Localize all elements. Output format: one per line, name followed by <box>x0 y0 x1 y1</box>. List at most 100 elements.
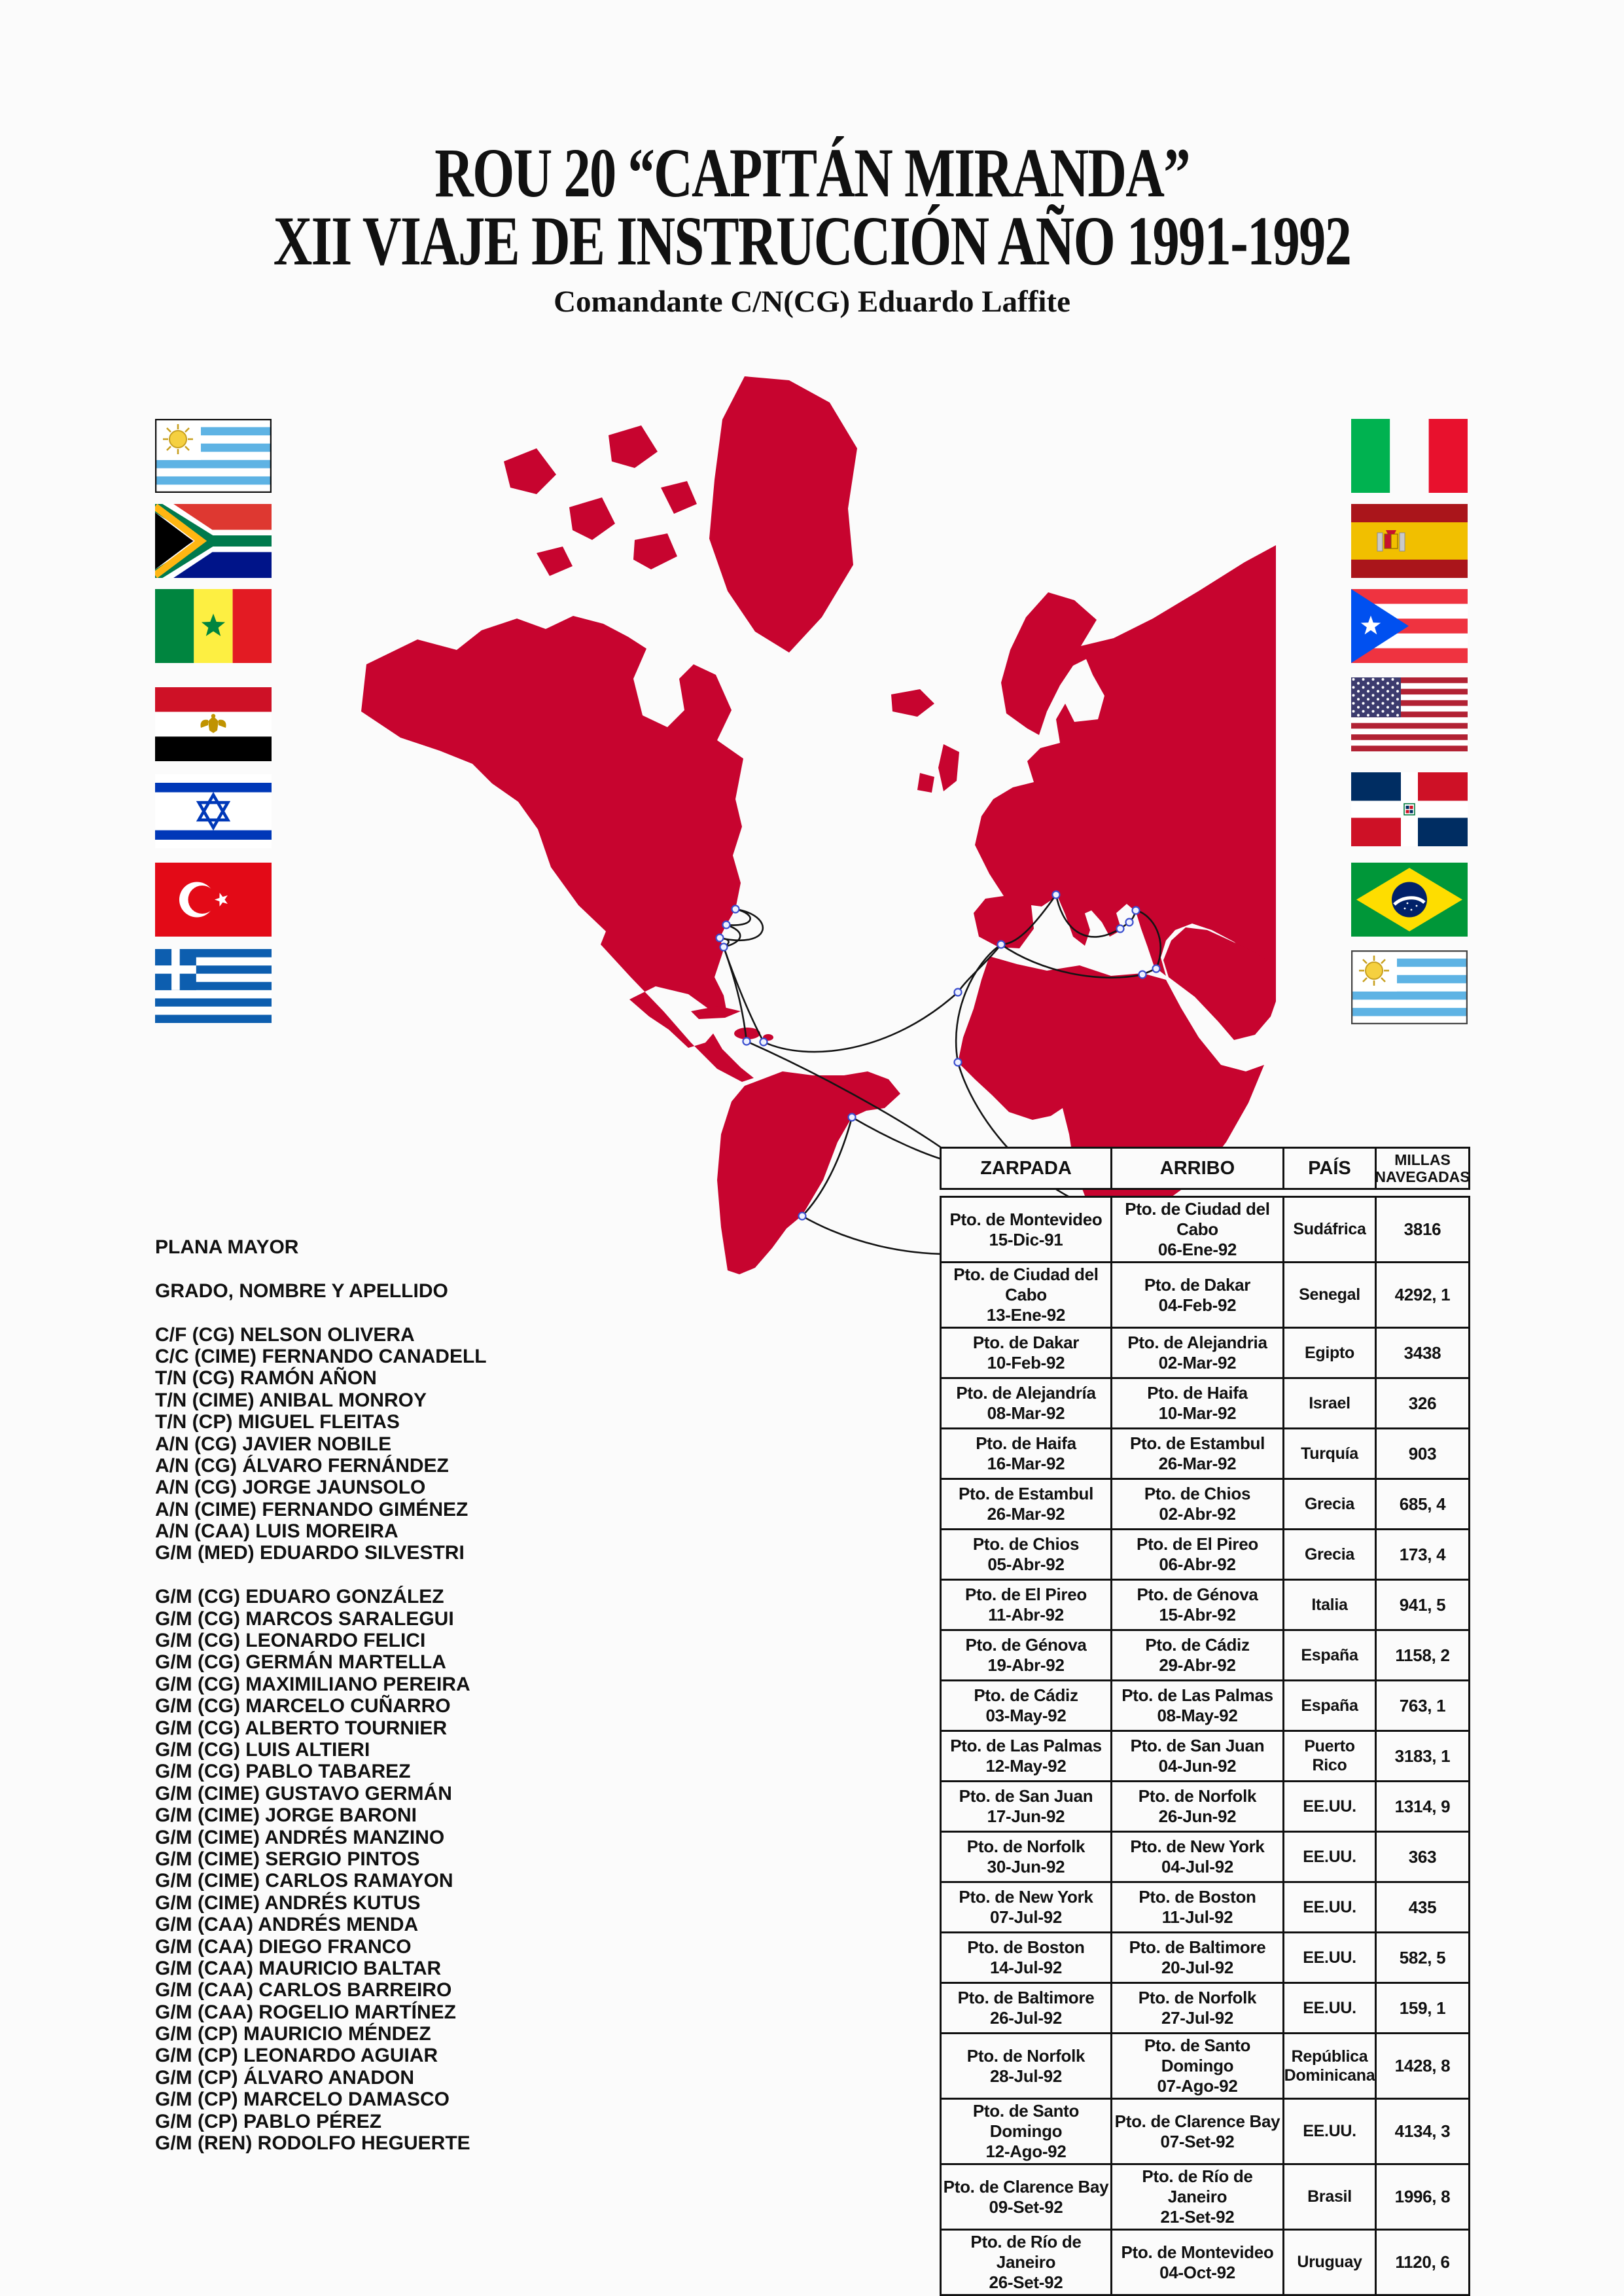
flag-uruguay-icon <box>155 419 272 493</box>
cell-millas: 173, 4 <box>1377 1530 1468 1579</box>
cell-zarpada: Pto. de Santo Domingo 12-Ago-92 <box>942 2100 1110 2163</box>
port-marker <box>742 1037 751 1046</box>
port-marker <box>1131 906 1140 915</box>
port-marker <box>997 940 1006 949</box>
port-marker <box>953 988 962 997</box>
cell-arribo: Pto. de Cádiz 29-Abr-92 <box>1112 1631 1282 1679</box>
crew-line: G/M (CG) GERMÁN MARTELLA <box>155 1651 446 1674</box>
cell-pais: Puerto Rico <box>1284 1732 1375 1780</box>
cell-zarpada: Pto. de Río de Janeiro 26-Set-92 <box>942 2231 1110 2294</box>
crew-line: G/M (CIME) SERGIO PINTOS <box>155 1848 420 1870</box>
crew-line: G/M (CAA) DIEGO FRANCO <box>155 1935 412 1958</box>
crew-line: A/N (CIME) FERNANDO GIMÉNEZ <box>155 1498 468 1520</box>
voyage-table-body: Pto. de Montevideo 15-Dic-91 Pto. de Ciuda… <box>940 1196 1470 2296</box>
flag-south-africa-icon <box>155 504 272 578</box>
cell-arribo: Pto. de Alejandria 02-Mar-92 <box>1112 1329 1282 1377</box>
cell-zarpada: Pto. de Baltimore 26-Jul-92 <box>942 1984 1110 2032</box>
cell-zarpada: Pto. de Estambul 26-Mar-92 <box>942 1480 1110 1528</box>
crew-line: A/N (CG) ÁLVARO FERNÁNDEZ <box>155 1454 449 1477</box>
subtitle-commander: Comandante C/N(CG) Eduardo Laffite <box>554 285 1070 319</box>
crew-line: G/M (CG) MARCELO CUÑARRO <box>155 1695 451 1717</box>
flag-usa-icon <box>1351 677 1468 751</box>
port-marker <box>1051 890 1061 899</box>
cell-pais: Turquía <box>1284 1429 1375 1478</box>
column-header-pais: PAÍS <box>1284 1149 1375 1188</box>
cell-pais: EE.UU. <box>1284 1833 1375 1881</box>
crew-line: G/M (CIME) ANDRÉS KUTUS <box>155 1892 421 1914</box>
crew-line: A/N (CG) JAVIER NOBILE <box>155 1433 392 1455</box>
crew-line: G/M (MED) EDUARDO SILVESTRI <box>155 1542 465 1564</box>
column-header-zarpada: ZARPADA <box>942 1149 1110 1188</box>
cell-arribo: Pto. de Haifa 10-Mar-92 <box>1112 1379 1282 1427</box>
cell-pais: Grecia <box>1284 1530 1375 1579</box>
flag-uruguay-right-icon <box>1351 950 1468 1024</box>
crew-spacer <box>155 1302 574 1323</box>
crew-line: G/M (CP) ÁLVARO ANADON <box>155 2066 415 2089</box>
crew-line: G/M (CG) MARCOS SARALEGUI <box>155 1607 454 1630</box>
cell-zarpada: Pto. de Las Palmas 12-May-92 <box>942 1732 1110 1780</box>
title-line-2: XII VIAJE DE INSTRUCCIÓN AÑO 1991-1992 <box>273 201 1352 280</box>
title-block: ROU 20 “CAPITÁN MIRANDA” XII VIAJE DE IN… <box>0 134 1624 319</box>
cell-arribo: Pto. de San Juan 04-Jun-92 <box>1112 1732 1282 1780</box>
port-marker <box>1138 970 1147 979</box>
port-marker <box>953 1058 962 1067</box>
flag-puerto-rico-icon <box>1351 589 1468 663</box>
map-landmasses <box>361 376 1276 1274</box>
cell-arribo: Pto. de Génova 15-Abr-92 <box>1112 1581 1282 1629</box>
cell-pais: EE.UU. <box>1284 1933 1375 1982</box>
cell-zarpada: Pto. de Boston 14-Jul-92 <box>942 1933 1110 1982</box>
crew-line: G/M (CAA) ROGELIO MARTÍNEZ <box>155 2001 456 2023</box>
cell-pais: Italia <box>1284 1581 1375 1629</box>
crew-line: G/M (CIME) ANDRÉS MANZINO <box>155 1826 445 1848</box>
cell-arribo: Pto. de Baltimore 20-Jul-92 <box>1112 1933 1282 1982</box>
crew-line: G/M (CG) LEONARDO FELICI <box>155 1630 426 1652</box>
cell-zarpada: Pto. de Dakar 10-Feb-92 <box>942 1329 1110 1377</box>
crew-list: PLANA MAYOR GRADO, NOMBRE Y APELLIDO C/F… <box>155 1236 574 2154</box>
cell-pais: República Dominicana <box>1284 2034 1375 2098</box>
cell-zarpada: Pto. de Montevideo 15-Dic-91 <box>942 1198 1110 1261</box>
crew-line: G/M (CG) MAXIMILIANO PEREIRA <box>155 1673 470 1695</box>
cell-zarpada: Pto. de Ciudad del Cabo 13-Ene-92 <box>942 1263 1110 1327</box>
port-marker <box>719 942 728 952</box>
cell-zarpada: Pto. de Haifa 16-Mar-92 <box>942 1429 1110 1478</box>
port-marker <box>847 1113 856 1122</box>
cell-arribo: Pto. de Norfolk 27-Jul-92 <box>1112 1984 1282 2032</box>
cell-zarpada: Pto. de Norfolk 28-Jul-92 <box>942 2034 1110 2098</box>
port-marker <box>722 920 731 929</box>
cell-zarpada: Pto. de Génova 19-Abr-92 <box>942 1631 1110 1679</box>
cell-millas: 3438 <box>1377 1329 1468 1377</box>
crew-line: G/M (CG) ALBERTO TOURNIER <box>155 1717 448 1739</box>
cell-arribo: Pto. de Norfolk 26-Jun-92 <box>1112 1782 1282 1831</box>
cell-millas: 941, 5 <box>1377 1581 1468 1629</box>
crew-line: G/M (CAA) CARLOS BARREIRO <box>155 1979 452 2001</box>
crew-line: G/M (CP) PABLO PÉREZ <box>155 2110 382 2132</box>
crew-line: G/M (CG) PABLO TABAREZ <box>155 1761 411 1783</box>
column-header-arribo: ARRIBO <box>1112 1149 1282 1188</box>
flag-israel-icon <box>155 774 272 848</box>
cell-millas: 763, 1 <box>1377 1681 1468 1730</box>
crew-line: GRADO, NOMBRE Y APELLIDO <box>155 1280 448 1302</box>
cell-arribo: Pto. de Río de Janeiro 21-Set-92 <box>1112 2165 1282 2229</box>
cell-zarpada: Pto. de Alejandría 08-Mar-92 <box>942 1379 1110 1427</box>
cell-zarpada: Pto. de Chios 05-Abr-92 <box>942 1530 1110 1579</box>
crew-spacer <box>155 1564 574 1586</box>
crew-line: G/M (CAA) MAURICIO BALTAR <box>155 1957 442 1979</box>
cell-millas: 159, 1 <box>1377 1984 1468 2032</box>
cell-arribo: Pto. de Montevideo 04-Oct-92 <box>1112 2231 1282 2294</box>
crew-line: G/M (CP) MARCELO DAMASCO <box>155 2089 450 2111</box>
cell-millas: 1996, 8 <box>1377 2165 1468 2229</box>
crew-line: T/N (CP) MIGUEL FLEITAS <box>155 1411 400 1433</box>
crew-line: G/M (CG) EDUARO GONZÁLEZ <box>155 1586 444 1608</box>
flag-dominican-republic-icon <box>1351 772 1468 846</box>
cell-millas: 903 <box>1377 1429 1468 1478</box>
crew-line: PLANA MAYOR <box>155 1236 299 1258</box>
cell-arribo: Pto. de New York 04-Jul-92 <box>1112 1833 1282 1881</box>
flag-italy-icon <box>1351 419 1468 493</box>
cell-zarpada: Pto. de El Pireo 11-Abr-92 <box>942 1581 1110 1629</box>
port-marker <box>715 933 724 942</box>
column-header-millas: MILLAS NAVEGADAS <box>1375 1149 1470 1188</box>
title-line-1: ROU 20 “CAPITÁN MIRANDA” <box>434 133 1190 212</box>
cell-arribo: Pto. de El Pireo 06-Abr-92 <box>1112 1530 1282 1579</box>
cell-millas: 435 <box>1377 1883 1468 1931</box>
